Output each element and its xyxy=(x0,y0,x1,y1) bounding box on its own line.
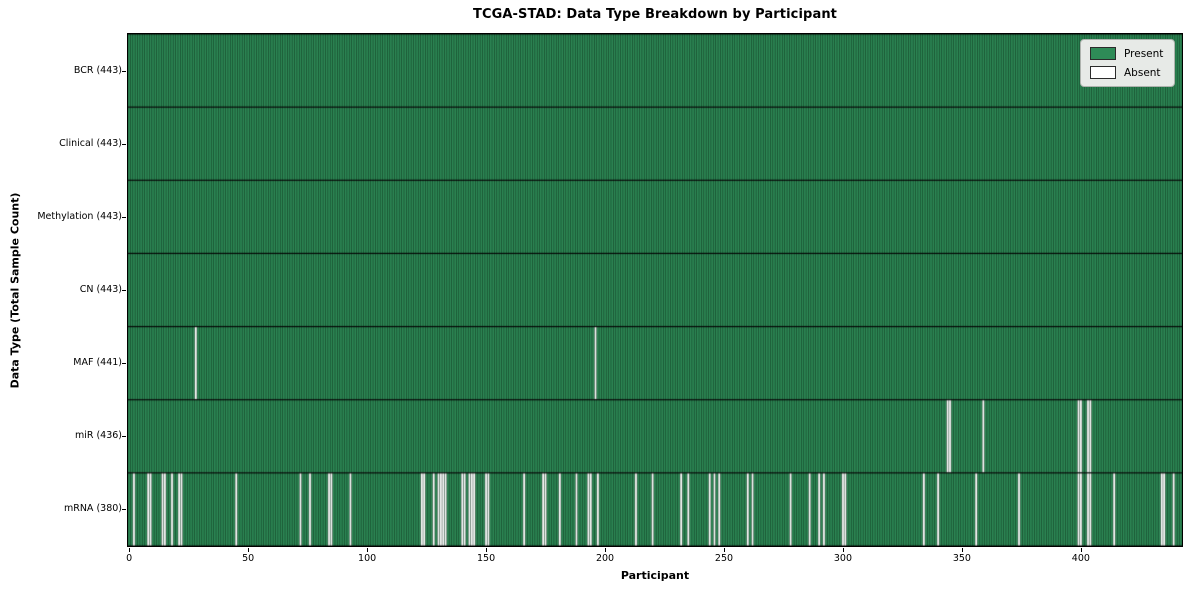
presence-matrix-canvas xyxy=(127,33,1182,546)
y-axis-title-wrap: Data Type (Total Sample Count) xyxy=(2,34,28,546)
x-tick-mark xyxy=(129,548,131,552)
x-axis-title: Participant xyxy=(620,569,690,582)
present-swatch xyxy=(1090,47,1116,60)
x-tick-label: 200 xyxy=(595,553,615,564)
x-tick-label: 350 xyxy=(952,553,971,564)
x-tick-label: 0 xyxy=(126,553,133,564)
x-tick-label: 50 xyxy=(242,553,255,564)
y-tick-mark xyxy=(122,216,126,218)
x-tick-mark xyxy=(367,548,369,552)
y-tick-mark xyxy=(122,509,126,511)
legend-label-present: Present xyxy=(1124,47,1164,60)
x-tick-label: 150 xyxy=(476,553,496,564)
x-tick-label: 100 xyxy=(358,553,377,564)
chart-title: TCGA-STAD: Data Type Breakdown by Partic… xyxy=(473,7,837,22)
x-tick-mark xyxy=(486,548,488,552)
legend-item-absent: Absent xyxy=(1090,66,1163,79)
legend-label-absent: Absent xyxy=(1124,66,1161,79)
y-tick-mark xyxy=(122,70,126,72)
x-tick-mark xyxy=(248,548,250,552)
x-tick-label: 300 xyxy=(833,553,853,564)
x-tick-mark xyxy=(842,548,844,552)
x-tick-label: 250 xyxy=(714,553,734,564)
plot-area xyxy=(126,32,1183,547)
y-tick-mark xyxy=(122,143,126,145)
y-tick-mark xyxy=(122,436,126,438)
absent-swatch xyxy=(1090,66,1116,79)
x-tick-mark xyxy=(605,548,607,552)
x-tick-label: 400 xyxy=(1071,553,1090,564)
x-tick-mark xyxy=(1080,548,1082,552)
x-tick-mark xyxy=(961,548,963,552)
y-tick-mark xyxy=(122,363,126,365)
x-tick-mark xyxy=(723,548,725,552)
y-tick-mark xyxy=(122,290,126,291)
y-axis-title: Data Type (Total Sample Count) xyxy=(8,192,22,388)
legend: Present Absent xyxy=(1080,39,1176,87)
legend-item-present: Present xyxy=(1090,47,1163,60)
